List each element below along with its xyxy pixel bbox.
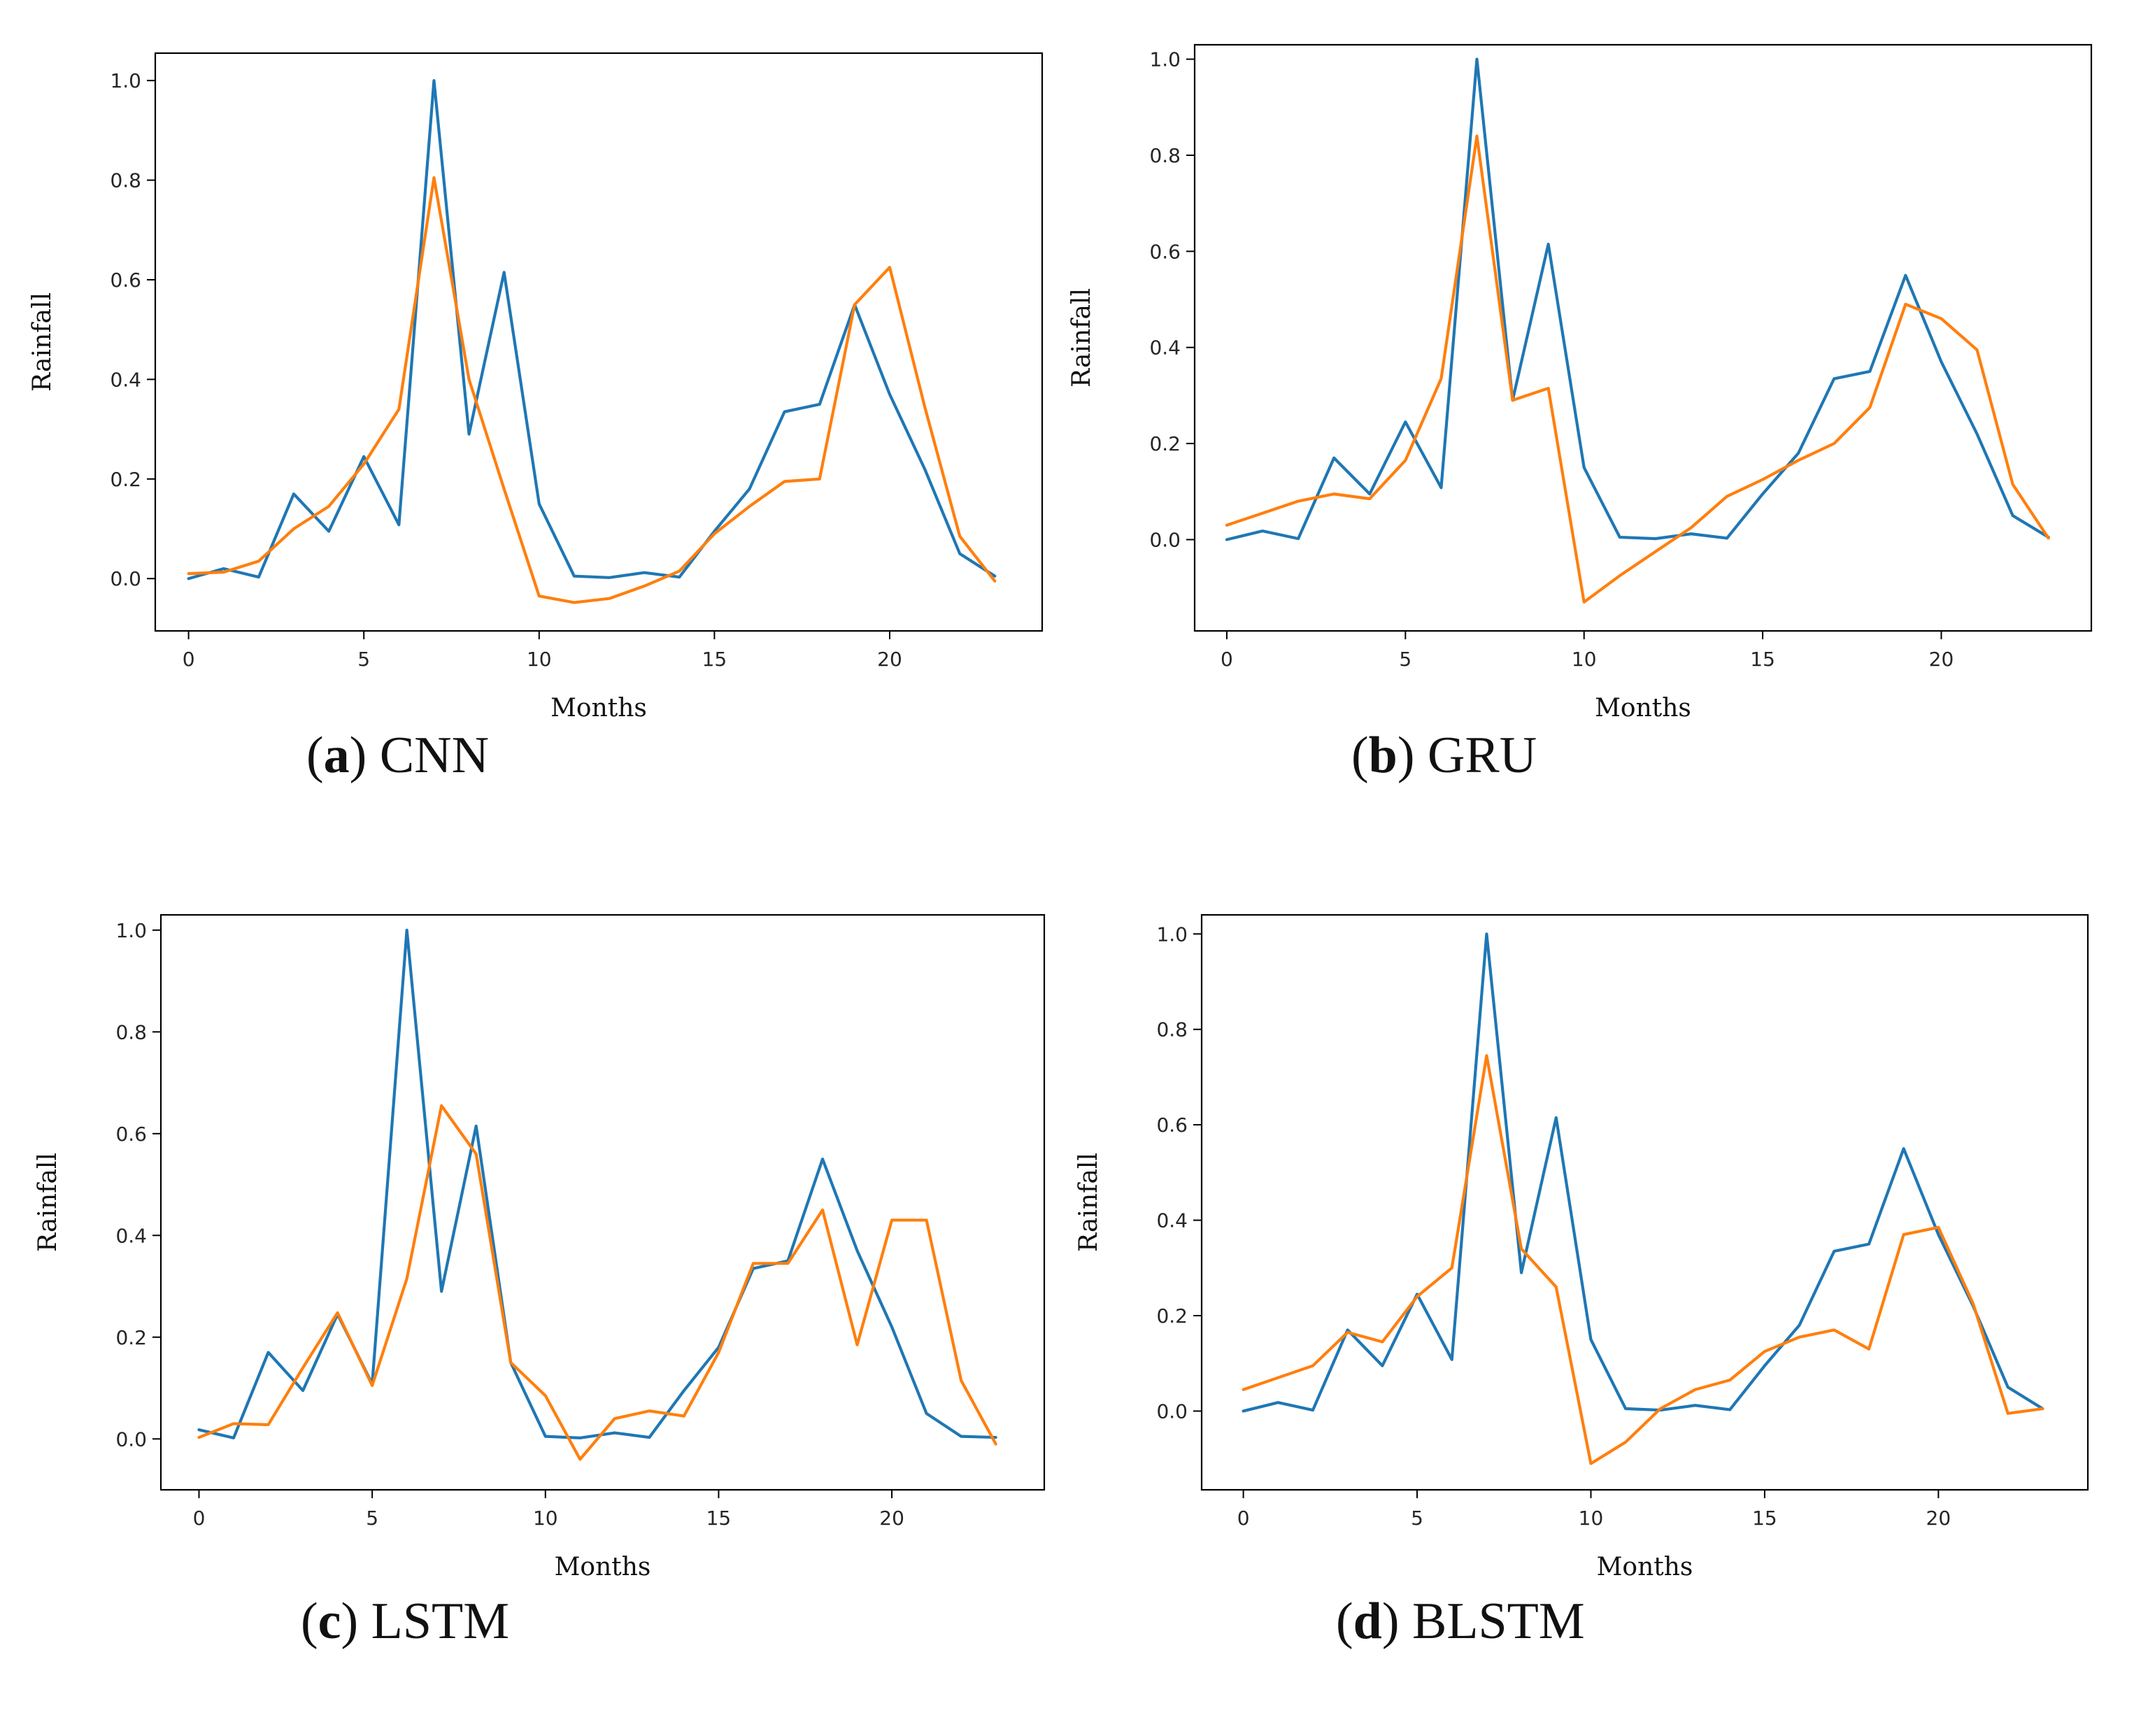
y-axis-label: Rainfall: [34, 1153, 62, 1252]
caption-cnn: (a) CNN: [306, 727, 490, 784]
y-tick-label: 0.6: [115, 1123, 147, 1146]
y-tick-label: 1.0: [115, 919, 147, 942]
series-line-predicted: [197, 1104, 997, 1461]
caption-lstm: (c) LSTM: [301, 1593, 510, 1650]
caption-gru: (b) GRU: [1351, 727, 1537, 784]
plot-frame: [154, 52, 1044, 632]
y-tick-label: 0.4: [115, 1224, 147, 1247]
series-line-actual: [197, 928, 997, 1439]
x-tick-label: 5: [1411, 1507, 1423, 1530]
x-tick-label: 10: [527, 648, 552, 671]
series-line-actual: [187, 79, 997, 581]
y-tick-label: 0.6: [110, 269, 141, 292]
chart-svg-gru: 0 5 10 15 20 0.0 0.2 0.4 0.6 0.8 1.0 Months Rainfall: [1067, 43, 2093, 723]
x-tick-label: 15: [702, 648, 727, 671]
y-tick-label: 0.6: [1156, 1114, 1188, 1137]
series-line-actual: [1225, 57, 2050, 541]
y-tick-label: 0.0: [110, 567, 141, 590]
plot-frame: [1193, 43, 2093, 632]
y-axis-label: Rainfall: [1074, 1153, 1103, 1252]
series-line-actual: [1242, 932, 2044, 1413]
x-tick-label: 10: [533, 1507, 558, 1530]
x-tick-label: 15: [1752, 1507, 1777, 1530]
chart-panel-lstm: 0 5 10 15 20 0.0 0.2 0.4 0.6 0.8 1.0 Months Rainfall: [21, 901, 1058, 1602]
x-tick-label: 20: [1926, 1507, 1951, 1530]
y-tick-label: 0.8: [110, 169, 141, 192]
series-line-predicted: [187, 176, 997, 604]
series-line-predicted: [1225, 134, 2050, 604]
y-tick-label: 0.8: [1149, 144, 1181, 167]
x-tick-label: 0: [1221, 648, 1233, 671]
plot-frame: [1200, 913, 2089, 1491]
y-tick-label: 0.8: [115, 1020, 147, 1044]
x-tick-label: 15: [706, 1507, 732, 1530]
y-tick-label: 0.4: [1156, 1209, 1188, 1232]
x-tick-label: 5: [1399, 648, 1411, 671]
y-tick-label: 1.0: [1156, 923, 1188, 946]
chart-panel-gru: 0 5 10 15 20 0.0 0.2 0.4 0.6 0.8 1.0 Months Rainfall: [1055, 31, 2105, 743]
x-tick-label: 10: [1572, 648, 1597, 671]
x-tick-label: 15: [1750, 648, 1775, 671]
x-tick-label: 5: [357, 648, 370, 671]
x-axis-label: Months: [550, 694, 647, 723]
y-tick-label: 0.6: [1149, 240, 1181, 263]
y-tick-label: 0.0: [1156, 1400, 1188, 1423]
y-tick-label: 0.4: [1149, 336, 1181, 360]
x-tick-label: 5: [366, 1507, 378, 1530]
x-tick-label: 0: [193, 1507, 206, 1530]
y-tick-label: 0.4: [110, 368, 141, 391]
x-tick-label: 0: [183, 648, 195, 671]
x-tick-label: 0: [1237, 1507, 1250, 1530]
y-tick-label: 0.2: [1149, 432, 1181, 455]
chart-svg-cnn: 0 5 10 15 20 0.0 0.2 0.4 0.6 0.8 1.0 Months Rainfall: [28, 52, 1044, 723]
x-axis-label: Months: [1595, 694, 1691, 723]
x-tick-label: 20: [879, 1507, 904, 1530]
chart-svg-blstm: 0 5 10 15 20 0.0 0.2 0.4 0.6 0.8 1.0 Months Rainfall: [1074, 913, 2089, 1581]
chart-panel-cnn: 0 5 10 15 20 0.0 0.2 0.4 0.6 0.8 1.0 Months Rainfall: [15, 39, 1056, 743]
y-tick-label: 0.2: [110, 468, 141, 491]
x-axis-label: Months: [555, 1553, 651, 1581]
x-axis-label: Months: [1597, 1553, 1693, 1581]
chart-svg-lstm: 0 5 10 15 20 0.0 0.2 0.4 0.6 0.8 1.0 Months Rainfall: [34, 913, 1046, 1581]
x-tick-label: 20: [1929, 648, 1954, 671]
y-axis-label: Rainfall: [1067, 288, 1096, 387]
y-axis-label: Rainfall: [28, 292, 57, 392]
y-tick-label: 0.0: [115, 1428, 147, 1451]
x-tick-label: 10: [1579, 1507, 1604, 1530]
x-tick-label: 20: [877, 648, 902, 671]
plot-frame: [159, 913, 1046, 1491]
y-tick-label: 0.2: [115, 1326, 147, 1349]
series-line-predicted: [1242, 1054, 2044, 1465]
caption-blstm: (d) BLSTM: [1336, 1593, 1585, 1650]
y-tick-label: 0.0: [1149, 528, 1181, 551]
y-tick-label: 0.2: [1156, 1304, 1188, 1328]
y-tick-label: 0.8: [1156, 1018, 1188, 1041]
y-tick-label: 1.0: [110, 69, 141, 92]
chart-panel-blstm: 0 5 10 15 20 0.0 0.2 0.4 0.6 0.8 1.0 Months Rainfall: [1062, 901, 2102, 1602]
y-tick-label: 1.0: [1149, 48, 1181, 71]
